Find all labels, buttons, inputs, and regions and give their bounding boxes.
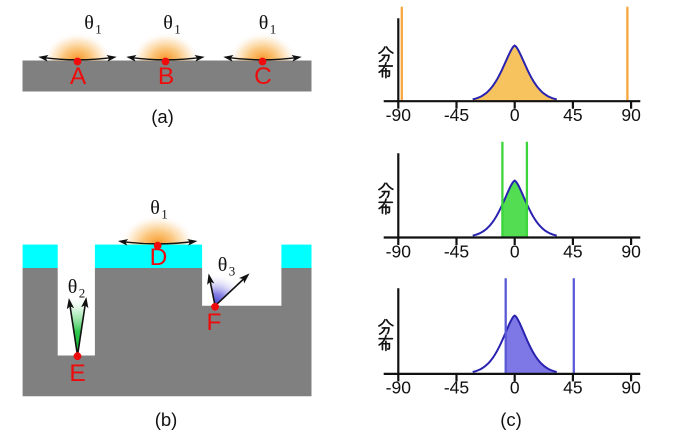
svg-text:A: A	[70, 63, 87, 90]
svg-text:-45: -45	[444, 378, 469, 398]
svg-text:-45: -45	[444, 241, 469, 261]
svg-text:F: F	[207, 309, 222, 336]
svg-text:-90: -90	[386, 105, 412, 125]
svg-text:90: 90	[621, 378, 641, 398]
svg-text:(b): (b)	[155, 409, 178, 430]
svg-text:45: 45	[563, 378, 582, 398]
svg-text:1: 1	[270, 21, 277, 36]
svg-text:-90: -90	[386, 378, 412, 398]
svg-text:2: 2	[79, 285, 86, 300]
svg-text:0: 0	[510, 105, 520, 125]
svg-text:θ: θ	[150, 197, 160, 219]
svg-text:3: 3	[229, 264, 236, 279]
svg-text:90: 90	[621, 241, 641, 261]
svg-text:45: 45	[563, 241, 582, 261]
svg-text:C: C	[254, 63, 272, 90]
svg-text:θ: θ	[218, 254, 228, 276]
svg-text:θ: θ	[259, 12, 269, 34]
svg-text:(c): (c)	[500, 409, 522, 430]
svg-text:0: 0	[510, 378, 520, 398]
svg-text:1: 1	[174, 21, 181, 36]
svg-text:(a): (a)	[151, 106, 174, 127]
svg-text:θ: θ	[84, 12, 94, 34]
svg-text:E: E	[69, 360, 85, 387]
svg-text:B: B	[158, 63, 174, 90]
svg-text:45: 45	[563, 105, 582, 125]
svg-text:-45: -45	[444, 105, 469, 125]
svg-text:0: 0	[510, 241, 520, 261]
svg-text:1: 1	[95, 21, 102, 36]
svg-text:θ: θ	[163, 12, 173, 34]
svg-text:θ: θ	[68, 276, 78, 298]
svg-text:1: 1	[161, 207, 168, 222]
svg-text:-90: -90	[386, 241, 412, 261]
svg-text:90: 90	[621, 105, 641, 125]
svg-text:D: D	[150, 244, 168, 271]
